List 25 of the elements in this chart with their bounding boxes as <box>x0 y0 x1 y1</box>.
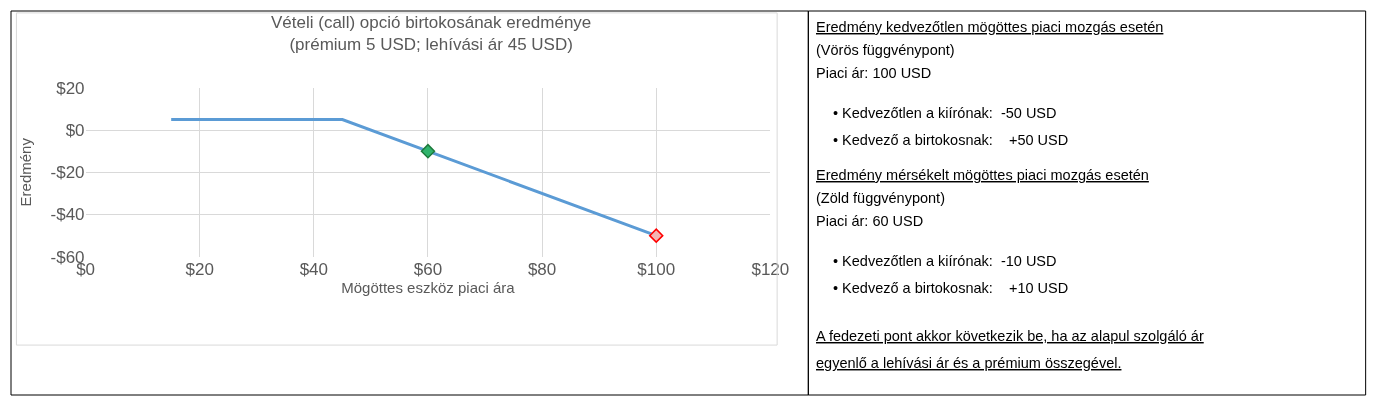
text: egyenlő a lehívási ár és a prémium összegével. <box>816 355 1122 371</box>
text: Eredmény kedvezőtlen mögöttes piaci mozgás esetén <box>816 19 1164 35</box>
y-axis-title: Eredmény <box>16 137 34 207</box>
text: Eredmény mérsékelt mögöttes piaci mozgás esetén <box>816 167 1149 183</box>
text: A fedezeti pont akkor következik be, ha az alapul szolgáló ár <box>816 328 1204 344</box>
y-tick-label: $20 <box>56 78 85 98</box>
y-tick-label: -$20 <box>50 163 85 183</box>
chart-title: Vételi (call) opció birtokosának eredménye (prémium 5 USD; lehívási ár 45 USD) <box>271 13 592 55</box>
text: Piaci ár: 100 USD <box>816 65 932 81</box>
text: • Kedvező a birtokosnak: +50 USD <box>833 132 1069 148</box>
text: • Kedvező a birtokosnak: +10 USD <box>833 280 1069 296</box>
x-axis-title: Mögöttes eszköz piaci ára <box>341 278 516 296</box>
x-tick-label: $40 <box>299 259 329 279</box>
y-tick-label: -$40 <box>50 205 85 225</box>
x-tick-label: $100 <box>637 259 676 279</box>
text: (Zöld függvénypont) <box>816 190 945 206</box>
text: (Vörös függvénypont) <box>816 42 955 58</box>
x-tick-label: $80 <box>527 259 557 279</box>
y-tick-label: $0 <box>65 120 85 140</box>
text: • Kedvezőtlen a kiírónak: -50 USD <box>833 105 1057 121</box>
text: • Kedvezőtlen a kiírónak: -10 USD <box>833 253 1057 269</box>
x-tick-label: $60 <box>413 259 443 279</box>
x-tick-label: $120 <box>751 259 790 279</box>
text: Piaci ár: 60 USD <box>816 213 924 229</box>
x-tick-label: $20 <box>185 259 214 279</box>
